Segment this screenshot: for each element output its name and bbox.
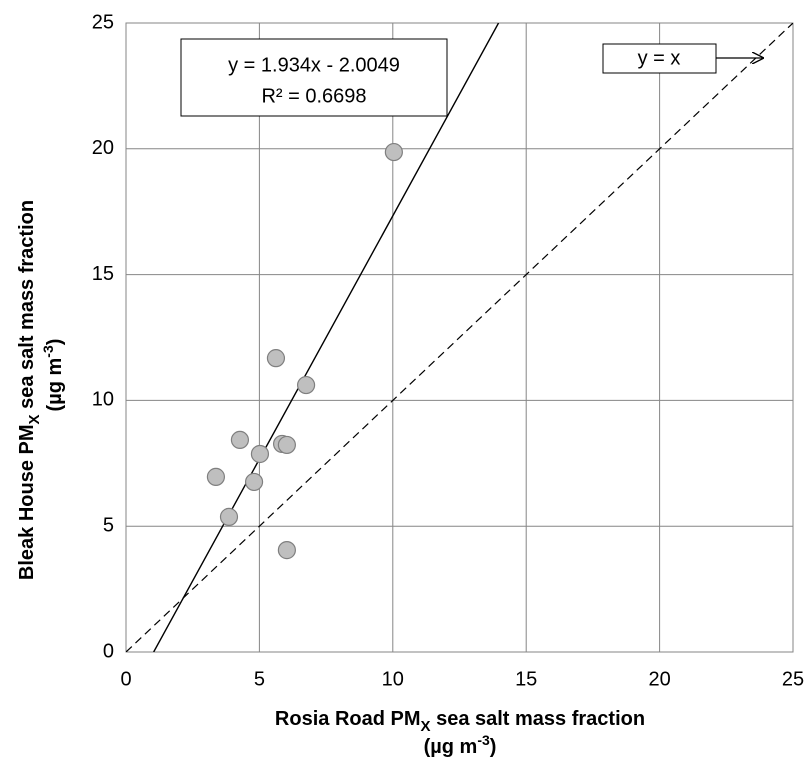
x-tick-label: 0 [120,668,131,690]
plot-frame [125,22,794,653]
data-point [244,472,264,492]
x-label-sub: X [421,718,431,735]
y-axis-unit: (µg m-3) [40,339,67,412]
ticks: 0 5 10 15 20 25 0 5 10 15 20 25 [92,11,804,690]
data-point [250,444,270,464]
trendline-r2: R² = 0.6698 [261,85,366,107]
y-tick-label: 5 [103,514,114,536]
y-tick-label: 15 [92,263,114,285]
x-tick-label: 5 [254,668,265,690]
x-unit-sup: -3 [477,732,490,748]
y-label-sub: X [26,414,43,424]
y-unit-part: (µg m [44,358,66,412]
x-label-part: Rosia Road PM [275,708,421,730]
lines [126,23,793,652]
y-tick-label: 0 [103,640,114,662]
reference-line [126,23,793,652]
data-point [206,467,226,486]
y-label-part: Bleak House PM [16,424,38,580]
y-tick-label: 10 [92,389,114,411]
x-tick-label: 15 [515,668,537,690]
x-unit-part: (µg m [424,736,478,758]
data-point [219,507,239,526]
y-unit-sup: -3 [40,345,56,358]
equation-box [180,38,448,117]
x-label-part: sea salt mass fraction [431,708,646,730]
x-unit-part: ) [490,736,497,758]
x-axis-label: Rosia Road PMX sea salt mass fraction [275,708,645,735]
x-axis-unit: (µg m-3) [424,732,497,759]
points [206,142,403,560]
data-point [277,541,296,560]
x-tick-label: 20 [648,668,670,690]
y-axis-label: Bleak House PMX sea salt mass fraction [16,200,43,580]
reference-label: y = x [638,47,681,69]
y-tick-label: 20 [92,137,114,159]
x-tick-label: 25 [782,668,804,690]
data-point [277,435,296,455]
trendline [153,23,500,652]
trendline-equation: y = 1.934x - 2.0049 [228,54,400,76]
y-tick-label: 25 [92,11,114,33]
y-label-part: sea salt mass fraction [16,200,38,415]
data-point [266,349,286,368]
data-point [230,430,250,450]
x-tick-label: 10 [382,668,404,690]
y-unit-part: ) [44,339,66,346]
data-point [296,375,316,395]
data-point [384,142,403,162]
